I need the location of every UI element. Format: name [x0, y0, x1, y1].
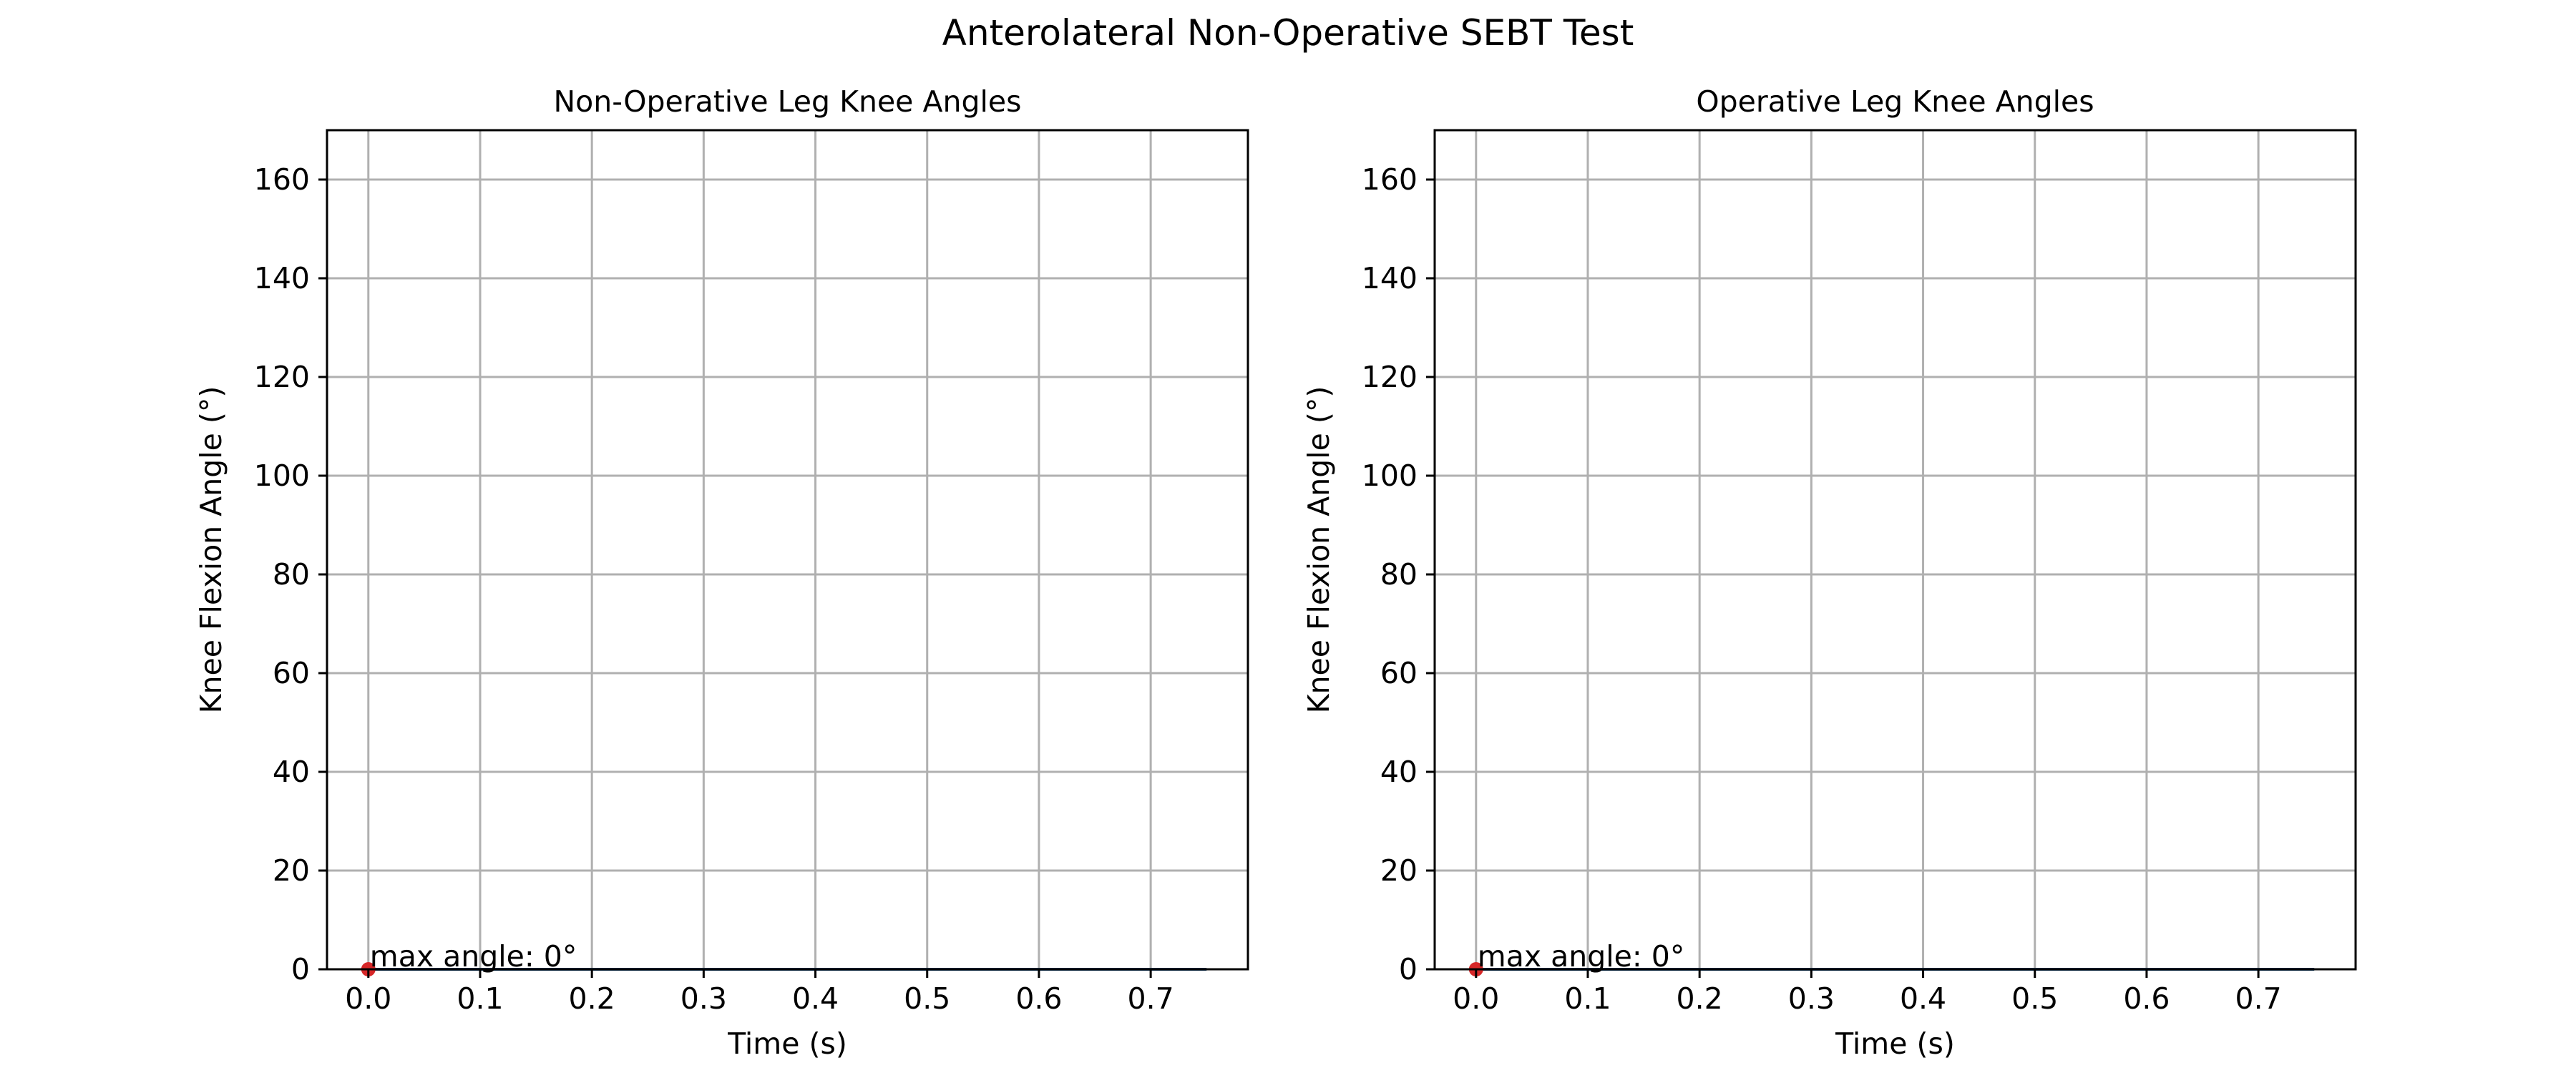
y-tick-label: 40: [273, 755, 310, 789]
x-tick-label: 0.1: [457, 981, 503, 1016]
y-tick-label: 80: [273, 557, 310, 592]
y-tick-label: 100: [254, 459, 310, 493]
x-axis-label: Time (s): [1835, 1027, 1955, 1061]
y-tick-label: 20: [1380, 853, 1418, 888]
y-tick-label: 40: [1380, 755, 1418, 789]
x-tick-label: 0.2: [569, 981, 615, 1016]
axes-frame: [326, 129, 1249, 971]
x-tick-label: 0.3: [1788, 981, 1835, 1016]
y-tick-label: 160: [1362, 162, 1418, 197]
subplot-1: 0.0 0.1 0.2 0.3 0.4 0.5 0.6 0.7 0 20 40 60 80 100 120 1…: [194, 84, 1249, 1061]
y-tick-label: 60: [1380, 656, 1418, 690]
y-tick-label: 160: [254, 162, 310, 197]
y-tick-label: 120: [1362, 360, 1418, 394]
y-tick-label: 100: [1362, 459, 1418, 493]
x-tick-label: 0.3: [680, 981, 727, 1016]
x-tick-label: 0.5: [2011, 981, 2058, 1016]
x-tick-label: 0.0: [345, 981, 391, 1016]
figure-title: Anterolateral Non-Operative SEBT Test: [942, 12, 1634, 54]
y-tick-label: 20: [273, 853, 310, 888]
x-axis-label: Time (s): [727, 1027, 847, 1061]
y-tick-label: 60: [273, 656, 310, 690]
x-tick-label: 0.2: [1677, 981, 1723, 1016]
y-tick-label: 120: [254, 360, 310, 394]
x-tick-label: 0.7: [1128, 981, 1174, 1016]
x-tick-label: 0.1: [1564, 981, 1611, 1016]
y-tick-label: 0: [1399, 952, 1418, 986]
y-tick-label: 0: [291, 952, 310, 986]
y-axis-label: Knee Flexion Angle (°): [1302, 386, 1336, 714]
max-angle-annotation: max angle: 0°: [1478, 939, 1685, 974]
y-axis-label: Knee Flexion Angle (°): [194, 386, 228, 714]
x-tick-label: 0.4: [1900, 981, 1946, 1016]
x-tick-label: 0.6: [2123, 981, 2170, 1016]
y-tick-label: 140: [254, 261, 310, 295]
x-tick-label: 0.0: [1453, 981, 1499, 1016]
max-angle-annotation: max angle: 0°: [370, 939, 577, 974]
x-tick-label: 0.7: [2235, 981, 2282, 1016]
subplot-title: Operative Leg Knee Angles: [1696, 84, 2094, 119]
subplot-title: Non-Operative Leg Knee Angles: [554, 84, 1022, 119]
subplot-2: 0.0 0.1 0.2 0.3 0.4 0.5 0.6 0.7 0 20 40 60 80 100 120 1…: [1302, 84, 2357, 1061]
axes-frame: [1433, 129, 2357, 971]
x-tick-label: 0.6: [1015, 981, 1062, 1016]
x-tick-label: 0.5: [904, 981, 950, 1016]
y-tick-label: 140: [1362, 261, 1418, 295]
x-tick-label: 0.4: [792, 981, 839, 1016]
y-tick-label: 80: [1380, 557, 1418, 592]
